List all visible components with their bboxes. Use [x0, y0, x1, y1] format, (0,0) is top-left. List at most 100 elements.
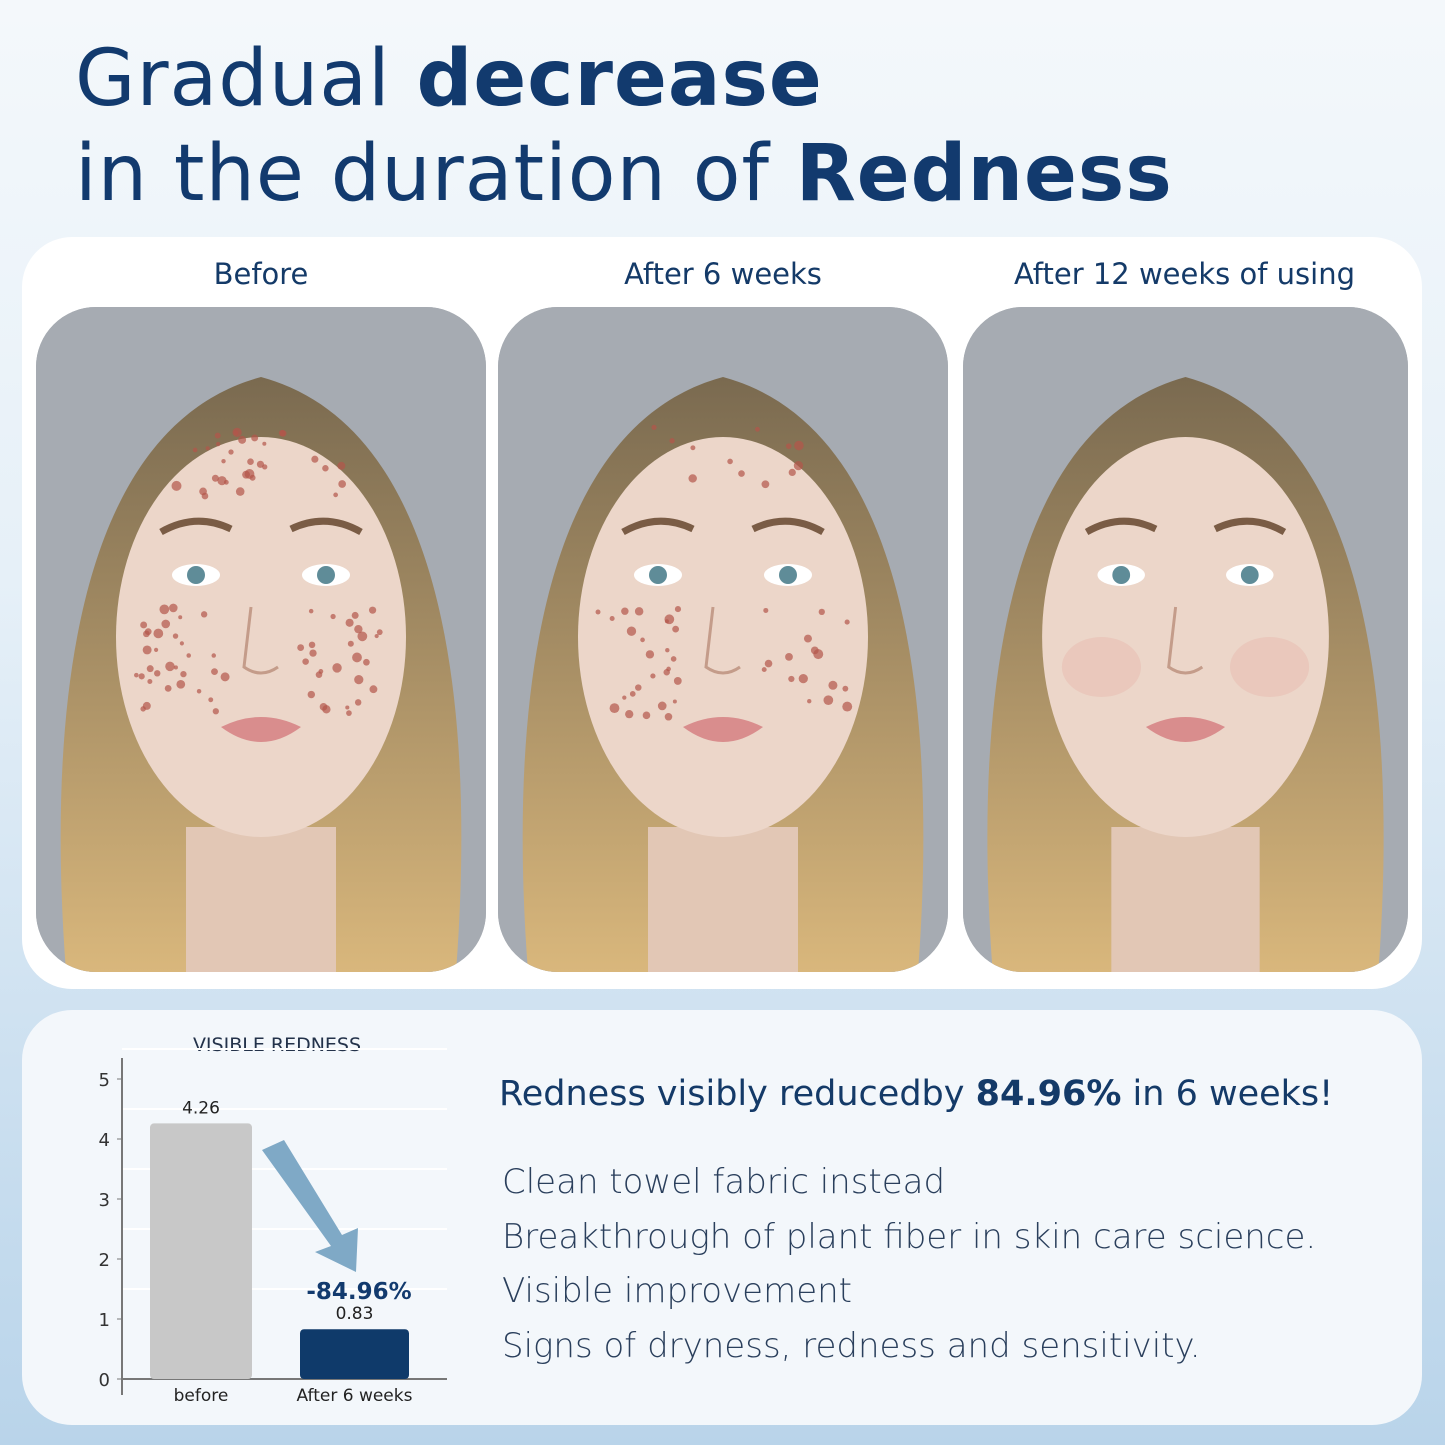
- blemish: [793, 460, 804, 471]
- caption-6-weeks: After 6 weeks: [624, 257, 822, 291]
- blemish: [810, 646, 819, 655]
- down-arrow-icon: [262, 1140, 358, 1272]
- blemish: [368, 606, 377, 614]
- brow-right: [289, 517, 363, 536]
- blemish: [844, 619, 850, 625]
- blemish: [333, 492, 339, 498]
- blemish: [665, 647, 670, 653]
- blemish: [842, 685, 849, 692]
- blemish: [169, 603, 178, 613]
- blemish: [171, 480, 182, 491]
- blemish: [215, 441, 221, 447]
- iris-left: [649, 566, 667, 584]
- face: [116, 437, 406, 837]
- blemish: [142, 645, 152, 655]
- iris-left: [1112, 566, 1131, 584]
- blemish: [354, 675, 364, 685]
- blemish: [688, 474, 697, 483]
- blemish: [211, 474, 219, 482]
- blemish: [664, 614, 675, 625]
- y-tick-label: 1: [99, 1310, 110, 1331]
- blemish: [138, 673, 145, 680]
- blemish: [690, 445, 696, 451]
- claim-prefix: Redness visibly reducedby: [499, 1074, 965, 1114]
- blemish: [309, 649, 317, 657]
- y-tick-label: 2: [99, 1250, 110, 1271]
- benefit-item: Breakthrough of plant fiber in skin care…: [502, 1216, 1317, 1257]
- benefit-item: Clean towel fabric instead: [502, 1162, 946, 1202]
- blemish: [635, 684, 642, 691]
- blemish: [764, 659, 773, 668]
- claim-suffix: in 6 weeks!: [1132, 1074, 1334, 1114]
- blemish: [595, 609, 601, 615]
- iris-left: [187, 566, 205, 584]
- y-tick-label: 5: [99, 1070, 110, 1091]
- blemish: [354, 624, 363, 634]
- blemish: [153, 628, 164, 639]
- iris-right: [1240, 566, 1259, 584]
- redness-chart: VISIBLE REDNESS 0 1 2 3 4 5 4.26 before 0.83 After…: [99, 1034, 447, 1406]
- blemish: [640, 637, 645, 643]
- blemish: [332, 663, 342, 673]
- blemish: [164, 684, 172, 692]
- blemish: [673, 677, 682, 685]
- neck: [1111, 827, 1260, 972]
- blemish: [247, 458, 254, 466]
- blemish: [374, 634, 379, 639]
- blemish: [672, 625, 680, 633]
- blemish: [670, 656, 677, 662]
- blemish: [363, 658, 370, 666]
- blemish: [322, 465, 329, 472]
- blemish: [153, 647, 159, 653]
- brow-left: [621, 517, 695, 536]
- blemish: [142, 701, 151, 710]
- nose: [1167, 606, 1204, 675]
- blemish: [233, 430, 239, 436]
- blemish: [297, 644, 305, 651]
- caption-12-weeks: After 12 weeks of using: [1013, 257, 1355, 291]
- blemish: [346, 710, 352, 716]
- blemish: [308, 641, 316, 649]
- lips: [683, 717, 763, 742]
- bar-after: [300, 1329, 409, 1379]
- blemish: [761, 667, 767, 673]
- blemish: [220, 672, 230, 682]
- title-bold-2: Redness: [795, 129, 1173, 219]
- blemish: [337, 461, 346, 470]
- title-bold-1: decrease: [416, 34, 823, 124]
- blemish: [763, 607, 769, 614]
- blemish: [172, 633, 179, 639]
- blemish: [788, 468, 796, 477]
- blemish: [622, 695, 627, 700]
- blemish: [307, 690, 316, 699]
- blemish: [214, 432, 221, 439]
- blemish: [785, 653, 793, 661]
- blemish: [159, 604, 170, 615]
- blemish: [672, 699, 677, 704]
- lips: [1145, 717, 1226, 742]
- blemish: [249, 474, 256, 481]
- blemish: [609, 703, 620, 714]
- blemish: [357, 631, 368, 642]
- blemish: [134, 672, 139, 678]
- blemish: [664, 712, 673, 721]
- blemish: [319, 703, 328, 711]
- benefit-list: Clean towel fabric instead Breakthrough …: [502, 1155, 1316, 1373]
- cheek-flush: [1230, 637, 1310, 697]
- cheek-flush: [1061, 637, 1141, 697]
- caption-before: Before: [213, 257, 309, 291]
- blemish: [178, 615, 183, 620]
- blemish: [256, 460, 265, 468]
- blemish: [785, 443, 792, 449]
- claim-value: 84.96%: [975, 1074, 1122, 1114]
- blemish: [738, 470, 745, 477]
- blemish: [376, 629, 383, 636]
- blemish: [823, 695, 834, 706]
- lips: [221, 717, 301, 742]
- blemish: [146, 665, 154, 673]
- face: [1042, 437, 1329, 837]
- blemish: [352, 652, 362, 663]
- blemish: [311, 455, 319, 463]
- blemish: [674, 606, 682, 613]
- blemish: [140, 621, 148, 629]
